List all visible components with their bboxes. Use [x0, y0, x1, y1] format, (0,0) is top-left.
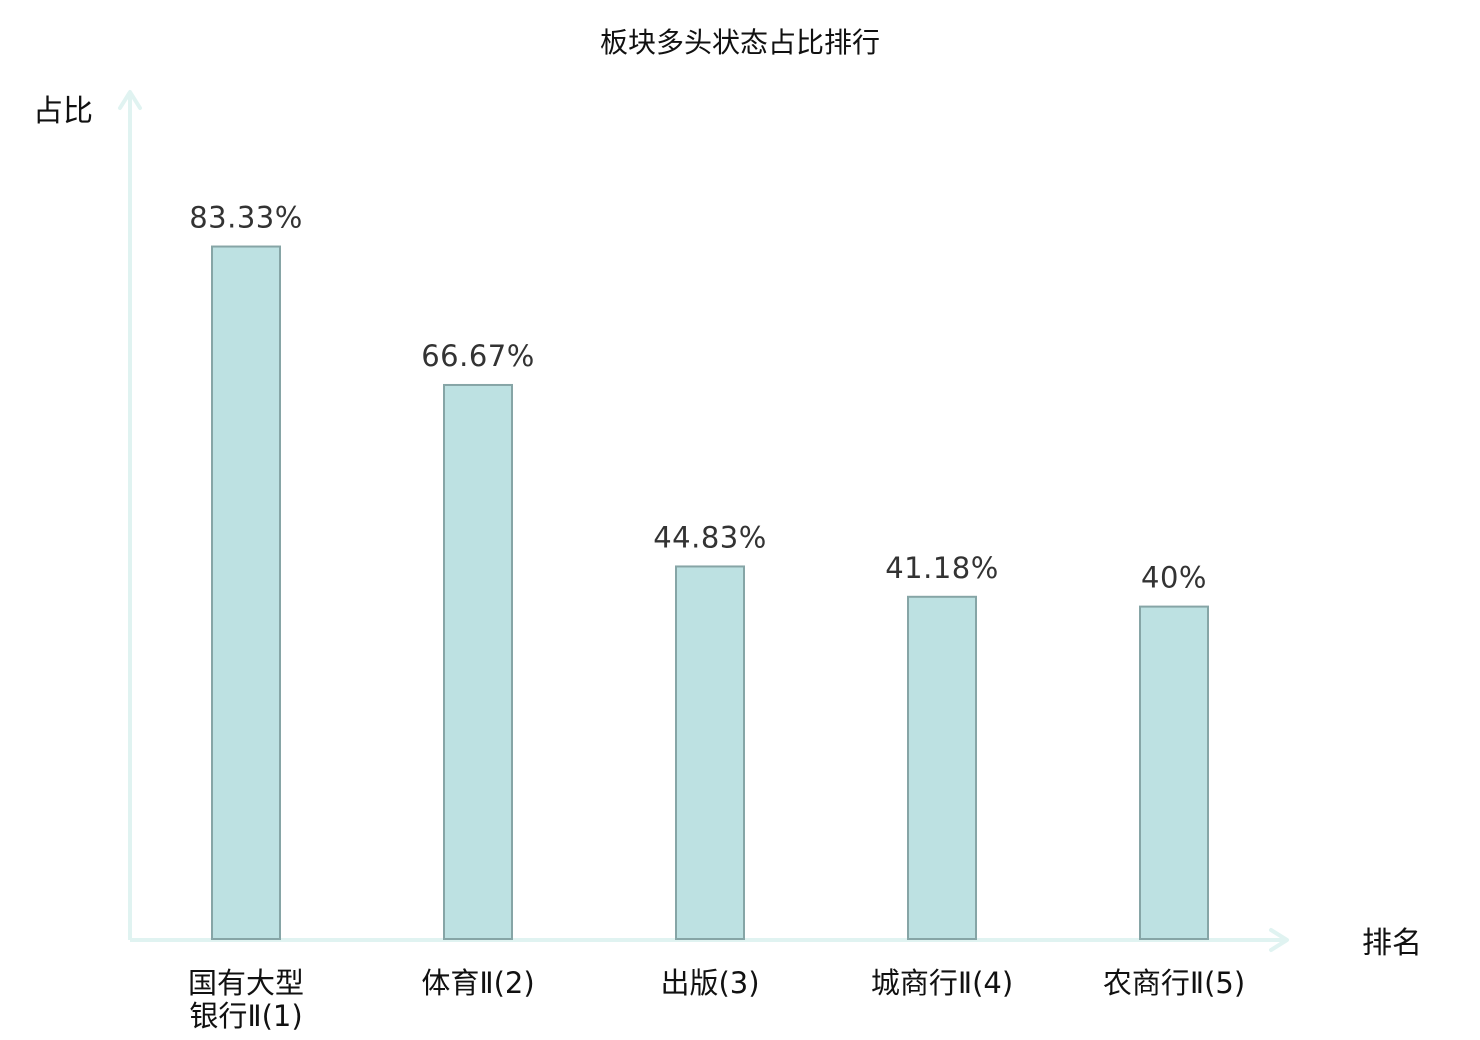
category-label-3: 出版(3): [660, 966, 759, 1000]
y-axis: [118, 90, 142, 940]
y-axis-title: 占比: [33, 94, 93, 129]
value-label-1: 83.33%: [189, 201, 303, 235]
value-label-5: 40%: [1141, 561, 1207, 595]
value-label-4: 41.18%: [885, 551, 999, 585]
x-axis: [130, 928, 1289, 952]
bar-4: [907, 595, 977, 940]
bars-group: [211, 245, 1209, 940]
x-axis-title: 排名: [1362, 926, 1422, 961]
category-label-1-line-1: 国有大型: [188, 966, 304, 1000]
value-labels-group: 83.33% 66.67% 44.83% 41.18% 40%: [189, 201, 1207, 595]
category-label-5: 农商行Ⅱ(5): [1103, 966, 1245, 1000]
category-label-2: 体育Ⅱ(2): [421, 966, 534, 1000]
bar-2: [443, 383, 513, 940]
category-label-1-line-2: 银行Ⅱ(1): [189, 999, 302, 1033]
value-label-3: 44.83%: [653, 520, 767, 554]
bar-3: [675, 565, 745, 940]
category-label-4: 城商行Ⅱ(4): [871, 966, 1013, 1000]
bar-5: [1139, 605, 1209, 940]
bar-1: [211, 245, 281, 940]
value-label-2: 66.67%: [421, 339, 535, 373]
chart-title: 板块多头状态占比排行: [600, 26, 880, 59]
